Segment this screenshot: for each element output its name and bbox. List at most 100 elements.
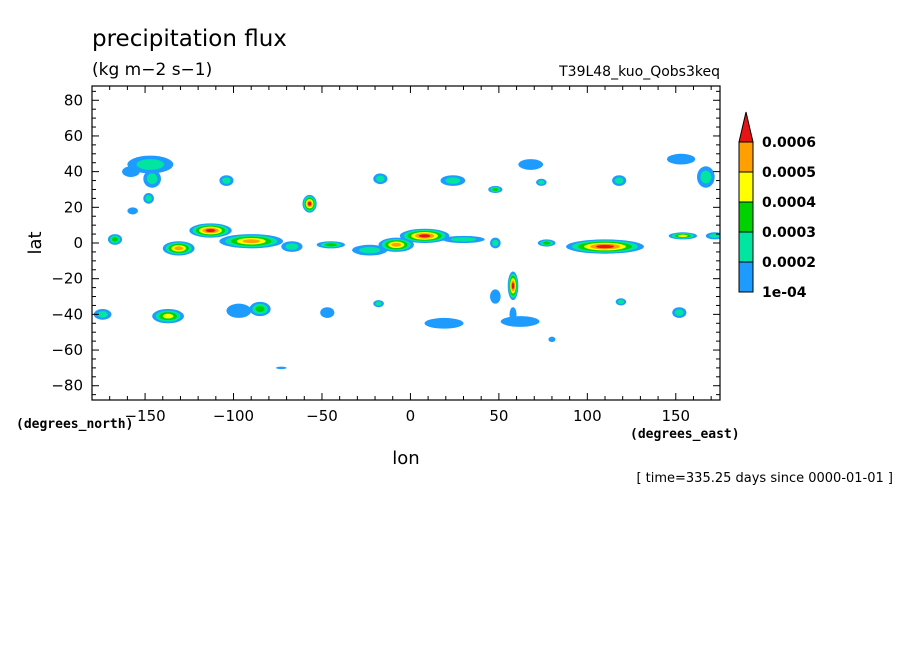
colorbar-label: 0.0006 [762,135,816,151]
contour-band-2 [614,177,624,184]
contour-band-2 [617,299,625,305]
colorbar-swatch [738,171,754,203]
y-tick-label: −20 [51,270,83,288]
contour-band-1 [548,336,556,343]
contour-feature [488,185,503,194]
colorbar-swatch [738,141,754,173]
contour-band-1 [500,316,540,327]
contour-feature [226,303,252,318]
contour-feature [352,244,388,256]
contour-band-2 [146,173,158,185]
contour-feature [615,298,627,306]
contour-band-3 [324,243,337,247]
contour-feature [490,289,501,304]
contour-feature [612,175,627,186]
contour-band-2 [136,159,165,170]
y-tick-label: −60 [51,341,83,359]
contour-feature [219,175,234,186]
contour-band-6 [418,234,431,238]
contour-band-5 [391,242,402,247]
contour-band-2 [145,195,152,202]
colorbar-overflow-arrow [738,111,754,143]
contour-feature [219,234,284,249]
contour-band-2 [700,170,712,184]
contour-band-4 [678,234,688,238]
contour-band-2 [538,180,545,185]
colorbar-label: 0.0002 [762,255,816,271]
x-tick-label: 100 [573,407,602,425]
contour-band-6 [205,228,216,233]
contour-feature [373,173,388,185]
contour-band-2 [709,233,720,239]
colorbar-label: 0.0004 [762,195,816,211]
run-label: T39L48_kuo_Qobs3keq [558,64,720,80]
contour-band-2 [492,239,499,247]
contour-band-6 [511,282,515,290]
y-tick-label: 80 [64,91,83,109]
contour-feature [705,232,720,240]
x-tick-label: 50 [489,407,508,425]
contour-feature [143,193,154,204]
contour-feature [249,301,271,317]
y-axis-label: lat [25,231,46,254]
contour-band-2 [675,309,684,316]
chart-title: precipitation flux [92,26,287,52]
contour-feature [320,307,335,318]
colorbar: 1e-04 0.0002 0.0003 0.0004 0.0005 0.0006 [738,111,816,301]
contour-feature [500,316,540,327]
contour-feature [122,166,140,177]
contour-band-1 [518,159,544,170]
contour-feature [399,228,450,243]
contour-band-6 [596,244,614,249]
contour-feature [93,309,112,320]
y-tick-label: −40 [51,305,83,323]
contour-feature [537,239,556,247]
contour-band-2 [375,301,382,306]
y-tick-label: −80 [51,377,83,395]
contour-feature [189,223,232,238]
contour-band-2 [97,311,108,318]
x-tick-label: −100 [213,407,254,425]
contour-feature [697,166,715,188]
contour-band-3 [255,305,265,313]
contour-feature [373,300,384,308]
y-tick-label: 20 [64,198,83,216]
contour-feature [127,155,174,174]
contour-feature [566,239,644,254]
contour-feature [107,234,123,245]
contour-band-1 [127,207,138,215]
x-unit-label: (degrees_east) [630,427,740,442]
contour-feature [440,175,466,186]
contour-feature [442,235,485,244]
contour-feature [275,366,287,370]
y-tick-label: 40 [64,163,83,181]
contour-band-3 [492,187,499,192]
contour-band-1 [226,303,252,318]
x-tick-label: −50 [306,407,338,425]
axis-ticks: −150 −100 −50 0 50 100 150 80 60 40 20 0 −20 −40 −60 −8… [51,86,720,425]
chart-units: (kg m−2 s−1) [92,60,212,80]
contour-feature [162,241,195,256]
colorbar-swatch [738,261,754,293]
contour-feature [281,241,303,252]
contour-field [93,153,720,370]
contour-band-1 [666,153,696,165]
contour-feature [424,317,464,329]
contour-feature [316,241,345,249]
contour-band-4 [162,313,174,319]
contour-band-1 [320,307,335,318]
contour-band-2 [445,177,461,184]
contour-feature [548,336,556,343]
contour-band-3 [542,241,551,245]
contour-band-2 [376,175,385,182]
x-axis-label: lon [392,448,419,469]
contour-band-2 [285,243,299,250]
contour-band-1 [490,289,501,304]
contour-band-2 [222,177,231,184]
colorbar-label: 0.0003 [762,225,816,241]
colorbar-swatch [738,201,754,233]
y-unit-label: (degrees_north) [16,417,133,432]
contour-feature [127,207,138,215]
contour-band-3 [111,237,119,242]
